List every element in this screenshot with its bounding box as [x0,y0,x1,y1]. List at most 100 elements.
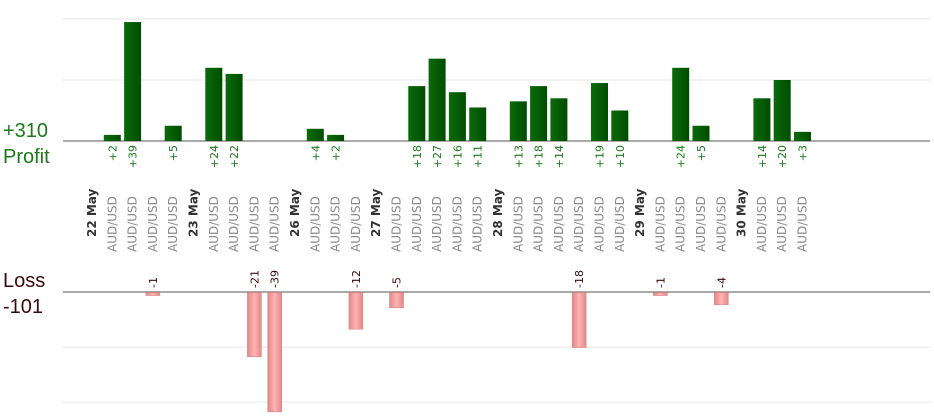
profit-bar [327,134,345,141]
profit-value-label: +3 [797,145,810,161]
pair-tick-label: AUD/USD [552,196,566,252]
profit-value-label: +39 [127,145,140,168]
loss-bar [267,292,283,413]
pair-tick-label: AUD/USD [126,196,140,252]
pair-tick-label: AUD/USD [146,196,160,252]
loss-bar [247,292,262,358]
profit-bars [103,22,811,141]
pair-tick-label: AUD/USD [593,196,607,252]
profit-value-label: +13 [512,145,525,168]
profit-bar [124,22,142,141]
profit-value-label: +27 [431,145,444,168]
loss-value-label: -39 [269,270,282,288]
profit-bar [225,73,243,141]
profit-value-label: +11 [472,145,485,168]
pair-tick-label: AUD/USD [430,196,444,252]
profit-value-label: +18 [411,145,424,168]
profit-bar [773,80,791,141]
pair-tick-label: AUD/USD [532,196,546,252]
profit-value-label: +19 [594,145,607,168]
loss-value-label: -4 [715,277,728,288]
profit-total: +310 [3,120,48,142]
profit-bar [428,58,446,141]
loss-value-label: -1 [654,277,667,288]
profit-bar [306,128,324,141]
loss-value-label: -5 [391,277,404,288]
pair-tick-label: AUD/USD [227,196,241,252]
pair-tick-label: AUD/USD [653,196,667,252]
pair-tick-label: AUD/USD [674,196,688,252]
pair-tick-label: AUD/USD [714,196,728,252]
profit-bar [205,67,223,141]
pair-tick-label: AUD/USD [329,196,343,252]
profit-value-label: +2 [330,145,343,161]
pair-tick-label: AUD/USD [694,196,708,252]
profit-bar [550,98,568,141]
loss-bar [571,292,587,348]
profit-value-label: +10 [614,145,627,168]
pair-tick-label: AUD/USD [308,196,322,252]
pair-tick-label: AUD/USD [166,196,180,252]
pair-tick-label: AUD/USD [613,196,627,252]
profit-value-label: +5 [167,145,180,161]
pair-tick-label: AUD/USD [207,196,221,252]
profit-bar [509,101,527,141]
profit-value-label: +14 [756,145,769,168]
profit-bar [164,125,182,141]
loss-value-label: -21 [248,270,261,288]
pair-tick-label: AUD/USD [349,196,363,252]
loss-bar [389,292,404,309]
profit-bar [448,92,466,141]
profit-value-label: +24 [675,145,688,168]
pair-tick-label: AUD/USD [511,196,525,252]
loss-bar [653,292,668,296]
date-tick-label: 26 May [288,188,302,237]
date-tick-label: 30 May [735,188,749,237]
profit-value-label: +14 [553,145,566,168]
profit-bar [408,86,426,141]
loss-bars [145,292,729,413]
pair-tick-label: AUD/USD [410,196,424,252]
profit-value-label: +5 [695,145,708,161]
profit-value-label: +16 [451,145,464,168]
pair-tick-label: AUD/USD [268,196,282,252]
pair-tick-label: AUD/USD [247,196,261,252]
profit-value-label: +2 [106,145,119,161]
profit-value-label: +18 [533,145,546,168]
loss-label: Loss [3,270,45,292]
profit-value-label: +4 [309,145,322,161]
pair-tick-label: AUD/USD [775,196,789,252]
pair-tick-label: AUD/USD [755,196,769,252]
bar-labels: 22 May AUD/USD +2 AUD/USD +39 AUD/USD -1 AUD/US… [85,145,810,288]
profit-value-label: +24 [208,145,221,168]
pair-tick-label: AUD/USD [572,196,586,252]
profit-bar [672,67,690,141]
loss-value-label: -18 [573,270,586,288]
profit-bar [469,107,487,141]
pair-tick-label: AUD/USD [390,196,404,252]
loss-bar [348,292,364,330]
profit-bar [753,98,771,141]
pair-tick-label: AUD/USD [105,196,119,252]
profit-value-label: +22 [228,145,241,168]
date-tick-label: 27 May [369,188,383,237]
date-tick-label: 29 May [633,188,647,237]
pair-tick-label: AUD/USD [471,196,485,252]
pair-tick-label: AUD/USD [796,196,810,252]
date-tick-label: 22 May [85,188,99,237]
profit-bar [611,110,629,141]
profit-bar [530,86,548,141]
date-tick-label: 23 May [187,188,201,237]
profit-bar [794,131,811,141]
loss-bar [713,292,729,306]
date-tick-label: 28 May [491,188,505,237]
loss-value-label: -1 [147,277,160,288]
loss-bar [145,292,161,296]
profit-bar [103,134,121,141]
loss-value-label: -12 [350,270,363,288]
profit-bar [591,83,608,141]
profit-bar [692,125,710,141]
pair-tick-label: AUD/USD [450,196,464,252]
profit-value-label: +20 [776,145,789,168]
